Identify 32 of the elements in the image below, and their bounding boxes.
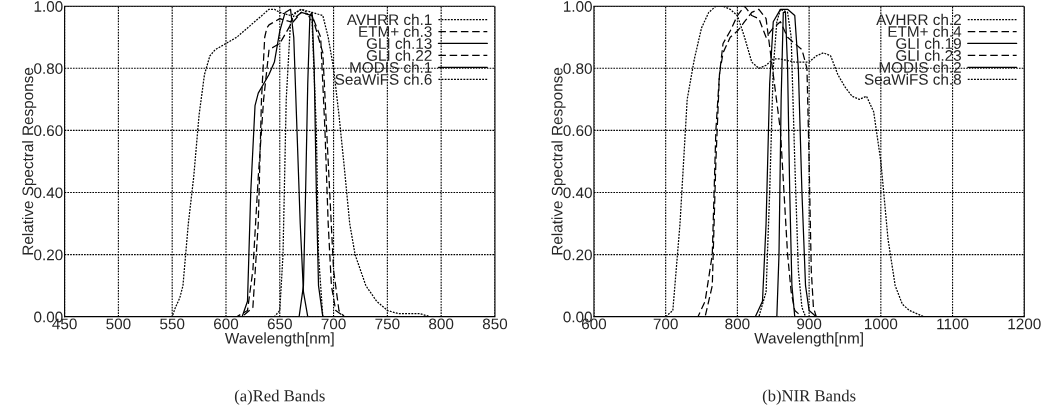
legend-label: ETM+ ch.3 [359,25,432,38]
legend-label: GLI ch.23 [896,49,961,61]
x-tick-label: 800 [429,318,454,330]
x-tick-label: 850 [482,318,508,330]
legend-label: GLI ch.19 [896,37,961,49]
x-tick-label: 550 [160,318,185,330]
x-tick-label: 800 [725,318,750,330]
legend-label: GLI ch.22 [366,49,432,61]
legend-label: SeaWiFS ch.8 [864,73,961,85]
x-tick-label: 1100 [937,318,969,330]
x-tick-label: 700 [653,318,678,330]
legend-label: MODIS ch.1 [350,61,432,73]
x-tick-label: 650 [267,318,292,330]
x-tick-label: 600 [214,318,239,330]
legend-label: GLI ch.13 [366,37,432,49]
legend-label: SeaWiFS ch.6 [335,73,432,85]
x-tick-label: 1000 [865,318,898,330]
x-tick-label: 1200 [1008,318,1041,330]
x-tick-label: 700 [321,318,346,330]
x-tick-label: 750 [375,318,400,330]
x-axis-title: Wavelength[nm] [224,332,334,347]
x-tick-label: 500 [106,318,131,330]
legend-label: AVHRR ch.2 [876,13,961,26]
y-tick-label: 1.00 [34,1,63,12]
text: (a)Red Bands [234,389,325,405]
x-tick-label: 900 [797,318,822,330]
legend-label: MODIS ch.2 [879,61,961,73]
text: (b)NIR Bands [762,389,856,405]
legend-label: ETM+ ch.4 [888,25,962,38]
legend-label: AVHRR ch.1 [346,13,432,26]
y-tick-label: 1.00 [563,1,592,12]
x-axis-title: Wavelength[nm] [754,332,863,347]
